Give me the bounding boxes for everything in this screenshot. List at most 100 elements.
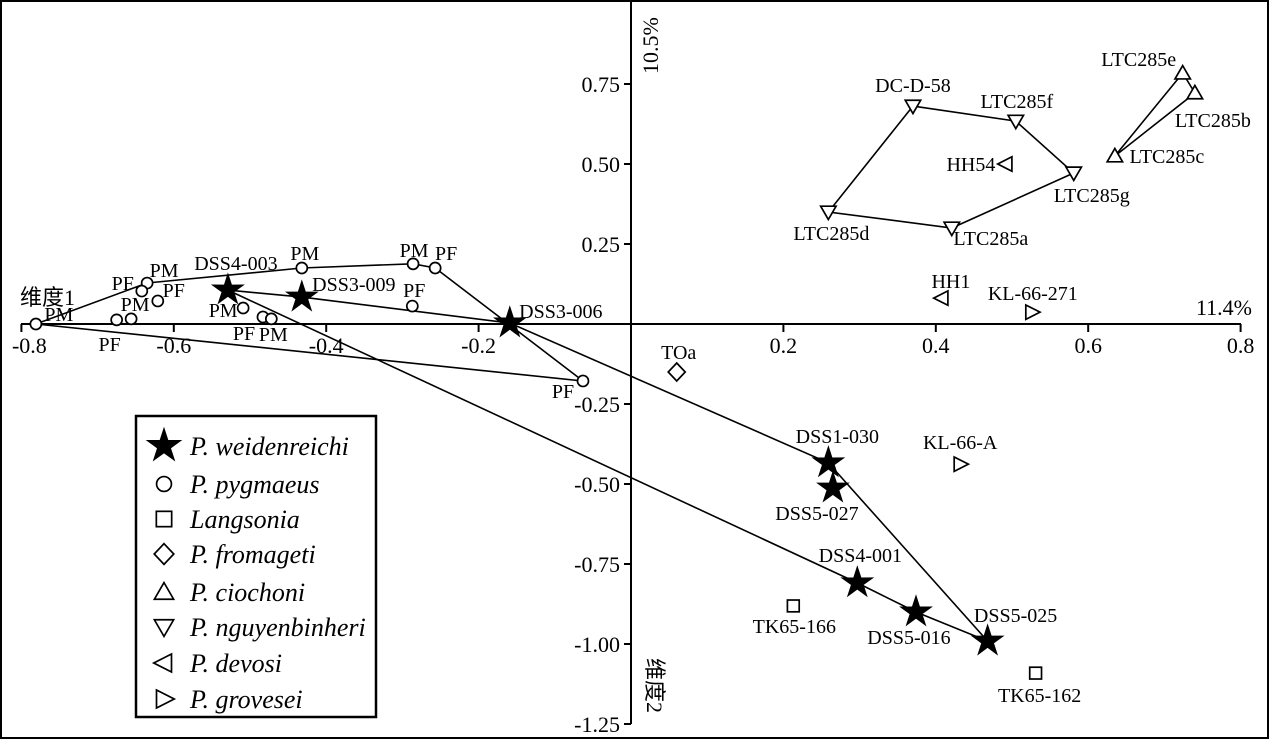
point-label-PF: PF xyxy=(403,280,425,302)
x-tick-label-0.6: 0.6 xyxy=(1074,333,1102,358)
point-LTC285d xyxy=(819,205,838,222)
point-label-TOa: TOa xyxy=(661,342,696,364)
point-PF xyxy=(428,261,442,275)
x-axis-variance-label: 11.4% xyxy=(1195,295,1252,320)
point-label-DSS5-027: DSS5-027 xyxy=(775,503,858,525)
point-PM xyxy=(29,317,43,331)
p-ciochoni-hull xyxy=(1114,71,1196,157)
point-label-DC-D-58: DC-D-58 xyxy=(875,75,951,97)
y-tick-label-0.75: 0.75 xyxy=(582,72,621,97)
point-HH1 xyxy=(931,289,949,307)
point-label-PF: PF xyxy=(112,273,134,295)
point-label-LTC285b: LTC285b xyxy=(1175,110,1251,132)
point-DSS3-006 xyxy=(492,305,527,338)
point-DSS1-030 xyxy=(811,445,846,478)
point-DSS3-009 xyxy=(284,279,319,312)
point-label-HH1: HH1 xyxy=(931,271,970,293)
point-PM xyxy=(236,301,250,315)
point-HH54 xyxy=(995,155,1013,173)
point-DC-D-58 xyxy=(903,99,923,116)
point-label-PM: PM xyxy=(400,240,429,262)
point-label-PM: PM xyxy=(121,294,150,316)
legend-label-p-pygmaeus: P. pygmaeus xyxy=(189,470,320,499)
point-label-DSS4-003: DSS4-003 xyxy=(194,253,277,275)
y-tick-label-0.25: 0.25 xyxy=(582,232,621,257)
legend-label-p-fromageti: P. fromageti xyxy=(189,540,316,569)
y-tick-label--1.00: -1.00 xyxy=(574,632,620,657)
point-TK65-166 xyxy=(786,599,801,613)
legend-label-p-devosi: P. devosi xyxy=(189,649,282,678)
legend-label-p-weidenreichi: P. weidenreichi xyxy=(189,432,349,461)
point-label-LTC285a: LTC285a xyxy=(953,228,1028,250)
point-label-TK65-166: TK65-166 xyxy=(753,616,836,638)
p-nguyenbinheri-hull xyxy=(826,105,1076,229)
point-label-DSS4-001: DSS4-001 xyxy=(819,545,902,567)
point-label-PM: PM xyxy=(150,260,179,282)
point-label-PM: PM xyxy=(209,300,238,322)
point-PF xyxy=(135,284,149,298)
x-tick-label--0.2: -0.2 xyxy=(461,333,496,358)
x-tick-label--0.8: -0.8 xyxy=(12,333,47,358)
legend-label-p-ciochoni: P. ciochoni xyxy=(189,578,305,607)
legend-box xyxy=(134,414,378,719)
point-KL-66-A xyxy=(953,455,971,473)
point-label-DSS5-025: DSS5-025 xyxy=(974,605,1057,627)
legend-symbol-circle xyxy=(155,475,173,493)
point-label-PM: PM xyxy=(290,243,319,265)
point-DSS4-001 xyxy=(840,565,875,598)
point-LTC285g xyxy=(1064,166,1083,183)
point-DSS4-003 xyxy=(210,272,245,305)
legend-symbol-square xyxy=(155,510,173,528)
x-tick-label-0.4: 0.4 xyxy=(922,333,950,358)
point-LTC285e xyxy=(1173,63,1192,80)
point-LTC285b xyxy=(1185,83,1205,100)
point-label-TK65-162: TK65-162 xyxy=(998,685,1081,707)
point-label-KL-66-A: KL-66-A xyxy=(923,432,998,454)
y-axis-label: 维度2 xyxy=(642,658,667,714)
point-LTC285c xyxy=(1105,146,1125,163)
y-tick-label--0.75: -0.75 xyxy=(574,552,620,577)
legend-symbol-tri-up xyxy=(152,580,176,601)
point-label-HH54: HH54 xyxy=(946,154,995,176)
point-label-PF: PF xyxy=(163,280,185,302)
point-label-DSS3-009: DSS3-009 xyxy=(312,274,395,296)
point-label-DSS1-030: DSS1-030 xyxy=(796,426,879,448)
point-PF xyxy=(151,294,165,308)
point-label-PM: PM xyxy=(259,324,288,346)
point-PF xyxy=(405,299,419,313)
legend-symbol-tri-left xyxy=(151,652,173,674)
point-PF xyxy=(576,374,590,388)
legend-label-p-grovesei: P. grovesei xyxy=(189,685,303,714)
point-label-DSS3-006: DSS3-006 xyxy=(519,301,602,323)
point-label-LTC285c: LTC285c xyxy=(1129,146,1204,168)
point-LTC285f xyxy=(1006,114,1025,131)
point-label-LTC285d: LTC285d xyxy=(793,223,869,245)
point-label-PF: PF xyxy=(552,381,574,403)
point-DSS5-025 xyxy=(970,623,1005,656)
point-label-KL-66-271: KL-66-271 xyxy=(988,283,1078,305)
x-tick-label-0.8: 0.8 xyxy=(1227,333,1255,358)
y-tick-label--0.25: -0.25 xyxy=(574,392,620,417)
point-label-LTC285g: LTC285g xyxy=(1054,185,1130,207)
point-PM xyxy=(406,257,420,271)
point-PF xyxy=(110,313,124,327)
point-PM xyxy=(295,261,309,275)
point-label-DSS5-016: DSS5-016 xyxy=(867,627,950,649)
y-tick-label-0.50: 0.50 xyxy=(582,152,621,177)
x-tick-label-0.2: 0.2 xyxy=(770,333,798,358)
x-axis-label: 维度1 xyxy=(20,285,76,310)
legend-symbol-tri-right xyxy=(155,688,177,710)
point-label-PF: PF xyxy=(99,334,121,356)
legend-symbol-tri-down xyxy=(152,618,176,639)
point-label-LTC285f: LTC285f xyxy=(981,91,1054,113)
legend-label-langsonia: Langsonia xyxy=(189,505,300,534)
legend-symbol-diamond xyxy=(153,542,175,566)
legend-symbol-star xyxy=(145,426,183,462)
point-TK65-162 xyxy=(1028,666,1043,680)
point-KL-66-271 xyxy=(1024,303,1042,321)
point-PM xyxy=(124,312,138,326)
y-axis-variance-label: 10.5% xyxy=(638,17,663,74)
p-weidenreichi-hull xyxy=(227,289,989,642)
y-tick-label--1.25: -1.25 xyxy=(574,712,620,737)
